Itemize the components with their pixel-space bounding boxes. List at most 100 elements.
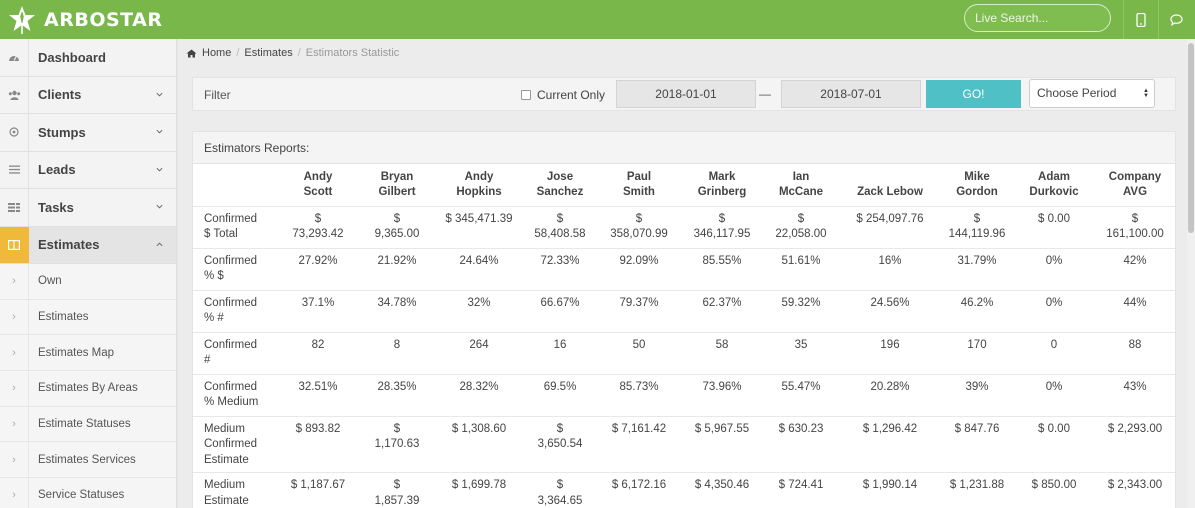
- select-arrows-icon: ▲ ▼: [1143, 88, 1149, 99]
- sidebar-item-label: Tasks: [38, 199, 74, 215]
- table-cell: $ 1,187.67: [277, 472, 359, 508]
- table-cell-overflow: [1175, 473, 1176, 508]
- sidebar-subitem-estimate-statuses[interactable]: › Estimate Statuses: [0, 406, 176, 443]
- table-cell: $ 2,343.00: [1095, 472, 1175, 508]
- table-cell: 85.73%: [597, 373, 681, 416]
- report-title: Estimators Reports:: [193, 132, 1175, 164]
- column-header: [1175, 164, 1176, 206]
- period-value: Choose Period: [1037, 86, 1117, 100]
- sidebar-subitem-estimates-services[interactable]: › Estimates Services: [0, 442, 176, 479]
- top-header: ARBOSTAR: [0, 0, 1195, 39]
- table-cell: 72.33%: [523, 247, 597, 290]
- sidebar-subitem-estimates[interactable]: › Estimates: [0, 299, 176, 336]
- sidebar-item-leads[interactable]: Leads: [0, 151, 176, 189]
- tasks-icon: [0, 189, 29, 226]
- table-cell: 0: [1013, 331, 1095, 374]
- table-row: Confirmed% $27.92% 21.92% 24.64% 72.33% 92.0…: [193, 247, 1175, 290]
- table-cell: 85.55%: [681, 247, 763, 290]
- table-header-row: Andy Scott Bryan Gilbert Andy Hopkins Jose S…: [193, 164, 1176, 206]
- sidebar-subitem-label: Own: [38, 275, 62, 288]
- table-cell: 24.64%: [435, 247, 523, 290]
- sidebar-item-stumps[interactable]: Stumps: [0, 114, 176, 152]
- live-search-input[interactable]: [964, 4, 1111, 32]
- row-label: Medium Estimate: [193, 472, 277, 508]
- sidebar-item-label: Dashboard: [38, 49, 106, 65]
- go-button[interactable]: GO!: [926, 80, 1021, 108]
- sidebar-item-label: Leads: [38, 162, 76, 178]
- choose-period-select[interactable]: Choose Period ▲ ▼: [1029, 79, 1155, 108]
- table-cell: $3,364.65: [523, 472, 597, 508]
- sidebar-subitem-service-statuses[interactable]: › Service Statuses: [0, 478, 176, 508]
- sidebar-item-dashboard[interactable]: Dashboard: [0, 39, 176, 77]
- table-cell: 31.79%: [941, 247, 1013, 290]
- sidebar-subitem-estimates-map[interactable]: › Estimates Map: [0, 335, 176, 372]
- table-row: Confirmed $ Total $73,293.42 $9,365.00 $ 345…: [193, 205, 1176, 248]
- date-range-separator: —: [759, 87, 771, 101]
- scrollbar-thumb[interactable]: [1188, 43, 1194, 233]
- table-cell: 79.37%: [597, 289, 681, 332]
- breadcrumb-separator: /: [297, 47, 301, 59]
- table-cell: 20.28%: [839, 373, 941, 416]
- sidebar-item-estimates[interactable]: Estimates: [0, 226, 176, 264]
- table-cell: 46.2%: [941, 289, 1013, 332]
- table-cell: 170: [941, 331, 1013, 374]
- table-cell: 34.78%: [359, 289, 435, 332]
- sidebar-subitem-label: Service Statuses: [38, 489, 125, 502]
- arbostar-logo-icon: [9, 5, 35, 34]
- list-icon: [0, 151, 29, 188]
- page-scrollbar[interactable]: [1187, 39, 1195, 508]
- table-cell: $ 5,967.55: [681, 415, 763, 473]
- breadcrumb-home[interactable]: Home: [202, 47, 232, 59]
- table-cell-overflow: [1175, 416, 1176, 473]
- chevron-down-icon: [156, 129, 163, 134]
- sidebar-subitem-label: Estimates: [38, 311, 89, 324]
- breadcrumb-estimates[interactable]: Estimates: [244, 47, 293, 59]
- table-cell: 28.32%: [435, 373, 523, 416]
- table-cell: 88: [1095, 331, 1175, 374]
- table-cell: 32%: [435, 289, 523, 332]
- table-cell-overflow: [1175, 332, 1176, 374]
- chevron-right-icon: ›: [0, 335, 29, 371]
- table-row: Medium Estimate $ 1,187.67 $1,857.39 $ 1,699…: [193, 472, 1176, 508]
- table-cell: $58,408.58: [523, 205, 597, 248]
- sidebar-item-tasks[interactable]: Tasks: [0, 189, 176, 227]
- table-row: Medium Confirmed Estimate $ 893.82 $1,170.63…: [193, 415, 1176, 473]
- table-cell: $22,058.00: [763, 205, 839, 248]
- date-to-input[interactable]: 2018-07-01: [781, 80, 921, 108]
- table-cell: $ 254,097.76: [839, 205, 941, 248]
- estimators-report-table: Andy Scott Bryan Gilbert Andy Hopkins Jose S…: [193, 164, 1176, 508]
- chevron-right-icon: ›: [0, 264, 29, 299]
- chat-bubble-icon: [1169, 13, 1183, 26]
- table-cell: 50: [597, 331, 681, 374]
- row-label: Confirmed #: [193, 331, 277, 374]
- mobile-button[interactable]: [1124, 0, 1158, 39]
- sidebar-subitem-estimates-by-areas[interactable]: › Estimates By Areas: [0, 371, 176, 407]
- table-cell: 28.35%: [359, 373, 435, 416]
- chevron-down-icon: [156, 92, 163, 97]
- row-label: Confirmed% Medium: [193, 373, 277, 416]
- column-header: Paul Smith: [623, 170, 655, 198]
- column-header: Adam Durkovic: [1029, 170, 1079, 198]
- table-cell: 0%: [1013, 373, 1095, 416]
- table-cell-overflow: [1175, 374, 1176, 416]
- date-from-input[interactable]: 2018-01-01: [616, 80, 756, 108]
- table-cell-overflow: 1,: [1175, 206, 1176, 248]
- column-header: Bryan Gilbert: [378, 170, 416, 198]
- current-only-checkbox[interactable]: Current Only: [521, 88, 605, 102]
- table-cell: $1,170.63: [359, 415, 435, 473]
- checkbox-box[interactable]: [521, 90, 531, 100]
- target-icon: [0, 114, 29, 151]
- chat-button[interactable]: [1159, 0, 1193, 39]
- sidebar-item-clients[interactable]: Clients: [0, 76, 176, 114]
- sidebar-subitem-own[interactable]: › Own: [0, 264, 176, 300]
- row-label: Confirmed% #: [193, 289, 277, 332]
- sidebar-subitem-label: Estimates Map: [38, 346, 115, 359]
- sidebar: Dashboard Clients Stumps Leads Tasks Est…: [0, 39, 177, 508]
- brand-logo[interactable]: ARBOSTAR: [6, 3, 162, 36]
- column-header: Mark Grinberg: [697, 170, 747, 198]
- table-cell: 8: [359, 331, 435, 374]
- sidebar-subitem-label: Estimates By Areas: [38, 382, 138, 395]
- sidebar-item-label: Clients: [38, 87, 82, 103]
- sidebar-item-label: Estimates: [38, 237, 100, 253]
- table-cell: $358,070.99: [597, 205, 681, 248]
